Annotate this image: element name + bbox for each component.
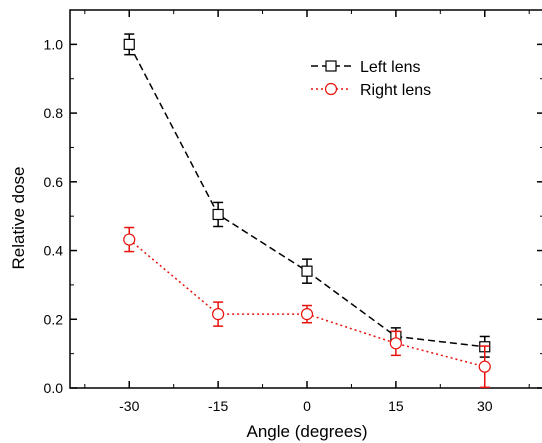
y-tick-label: 0.2: [44, 311, 64, 327]
data-point: [212, 308, 225, 321]
data-point: [300, 308, 314, 321]
data-point: [389, 337, 402, 350]
series-line: [128, 44, 485, 348]
data-point: [301, 265, 313, 277]
legend-label: Left lens: [360, 59, 420, 76]
legend-item-1: Right lens: [311, 82, 431, 99]
legend-marker: [325, 60, 337, 72]
x-axis-ticks: -30 -15 0 15 30: [84, 10, 530, 414]
y-tick-label: 0.8: [44, 105, 64, 121]
y-tick-label: 0.0: [44, 380, 64, 396]
legend-label: Right lens: [360, 82, 431, 99]
x-tick-label: 15: [388, 398, 404, 414]
data-point: [123, 233, 136, 246]
series-layer: [123, 33, 491, 389]
legend-marker: [324, 82, 338, 96]
y-tick-label: 0.6: [44, 174, 64, 190]
series-1: [123, 226, 491, 389]
data-point: [212, 208, 224, 221]
y-axis-ticks: 0.0 0.2 0.4 0.6 0.8 1.0: [44, 9, 542, 396]
x-tick-label: -30: [119, 398, 139, 414]
data-point: [478, 360, 491, 373]
x-tick-label: 0: [303, 398, 311, 414]
legend: Left lens Right lens: [311, 59, 431, 99]
x-tick-label: 30: [477, 398, 493, 414]
data-point: [123, 38, 135, 50]
x-tick-label: -15: [208, 398, 228, 414]
y-axis-label: Relative dose: [9, 166, 28, 269]
legend-item-0: Left lens: [311, 59, 420, 76]
y-tick-label: 0.4: [44, 243, 64, 259]
x-axis-label: Angle (degrees): [247, 422, 368, 441]
y-tick-label: 1.0: [44, 36, 64, 52]
